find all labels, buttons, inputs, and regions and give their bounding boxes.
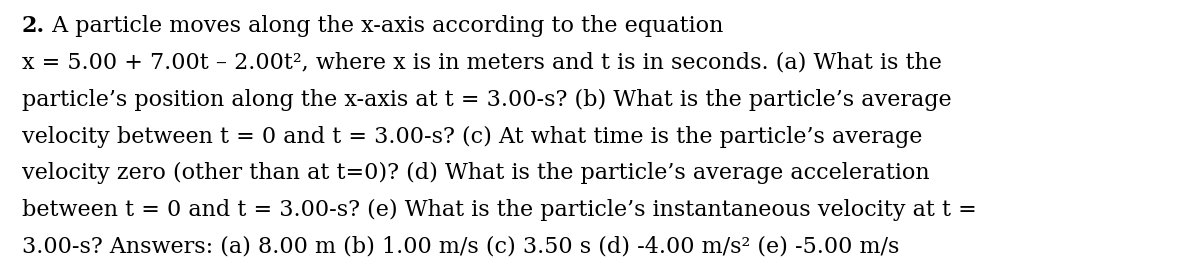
Text: x = 5.00 + 7.00t – 2.00t², where x is in meters and t is in seconds. (a) What is: x = 5.00 + 7.00t – 2.00t², where x is in… bbox=[22, 52, 942, 74]
Text: velocity zero (other than at t=0)? (d) What is the particle’s average accelerati: velocity zero (other than at t=0)? (d) W… bbox=[22, 162, 929, 184]
Text: particle’s position along the x-axis at t = 3.00-s? (b) What is the particle’s a: particle’s position along the x-axis at … bbox=[22, 89, 952, 111]
Text: between t = 0 and t = 3.00-s? (e) What is the particle’s instantaneous velocity : between t = 0 and t = 3.00-s? (e) What i… bbox=[22, 199, 977, 221]
Text: A particle moves along the x-axis according to the equation: A particle moves along the x-axis accord… bbox=[44, 15, 724, 37]
Text: 3.00-s? Answers: (a) 8.00 m (b) 1.00 m/s (c) 3.50 s (d) -4.00 m/s² (e) -5.00 m/s: 3.00-s? Answers: (a) 8.00 m (b) 1.00 m/s… bbox=[22, 236, 899, 258]
Text: 2.: 2. bbox=[22, 15, 44, 37]
Text: velocity between t = 0 and t = 3.00-s? (c) At what time is the particle’s averag: velocity between t = 0 and t = 3.00-s? (… bbox=[22, 126, 922, 147]
